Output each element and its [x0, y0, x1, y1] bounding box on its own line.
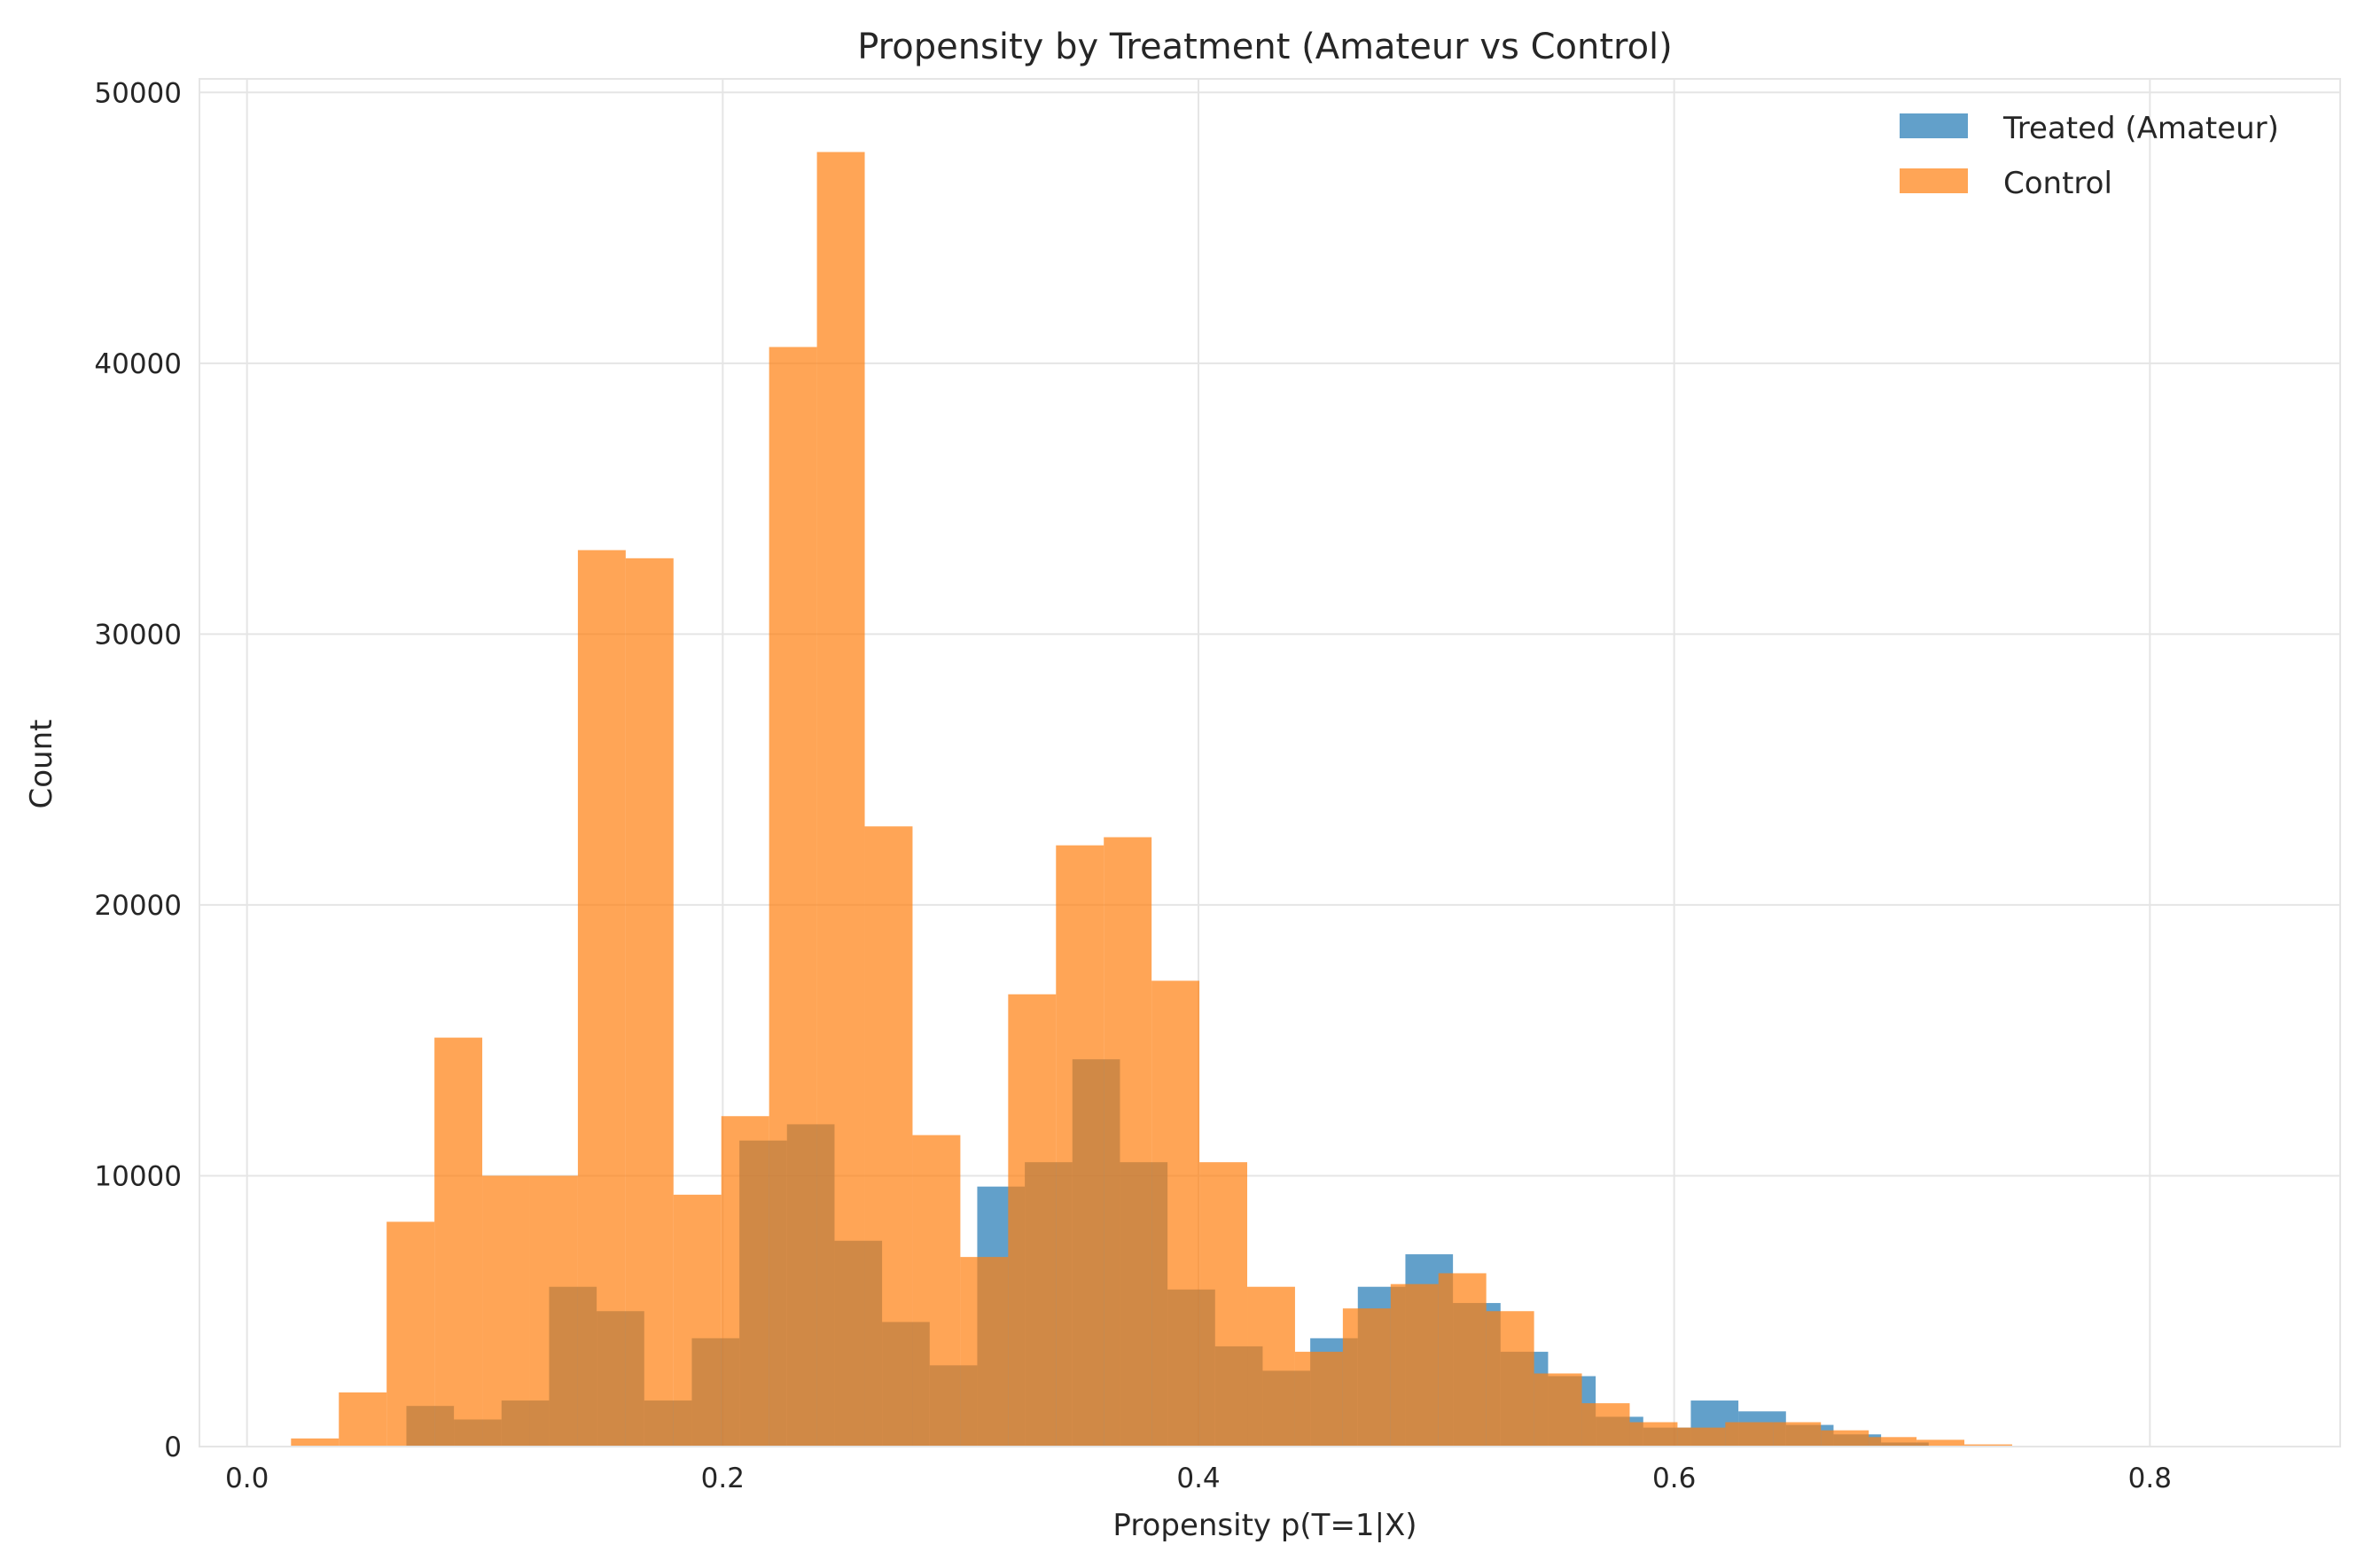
y-tick-label: 40000 [94, 348, 182, 380]
y-axis-label: Count [24, 720, 59, 809]
axes-frame [199, 78, 2341, 1447]
control-bar [1438, 1273, 1487, 1447]
legend-swatch-treated [1900, 113, 1968, 138]
control-bar [1199, 1162, 1248, 1447]
x-tick-label: 0.8 [2128, 1463, 2172, 1494]
x-tick-label: 0.0 [225, 1463, 269, 1494]
control-bar [1581, 1403, 1630, 1447]
control-bar [625, 558, 674, 1447]
control-bar [482, 1175, 530, 1447]
y-tick-label: 10000 [94, 1160, 182, 1192]
control-bar [1247, 1286, 1295, 1447]
plot-border [199, 78, 2341, 1447]
control-bar [291, 1438, 340, 1447]
control-bar [1056, 845, 1104, 1447]
control-bar [864, 826, 913, 1447]
control-bar [673, 1194, 722, 1447]
control-bar [1008, 994, 1057, 1447]
legend-label-treated: Treated (Amateur) [2002, 111, 2279, 146]
control-bar [816, 152, 865, 1447]
control-bar [386, 1221, 435, 1447]
control-bar [1294, 1352, 1343, 1447]
control-bar [434, 1037, 483, 1447]
x-axis-label: Propensity p(T=1|X) [1112, 1508, 1417, 1543]
control-bar [577, 550, 626, 1447]
control-bar [1390, 1283, 1439, 1447]
control-bar [769, 347, 817, 1447]
y-tick-label: 50000 [94, 77, 182, 109]
y-tick-label: 20000 [94, 890, 182, 922]
control-bar [912, 1135, 961, 1447]
y-tick-label: 0 [164, 1431, 182, 1463]
chart-title: Propensity by Treatment (Amateur vs Cont… [857, 27, 1673, 67]
control-bar [1677, 1427, 1726, 1447]
control-bar [1773, 1422, 1822, 1447]
control-bars [291, 152, 2012, 1447]
control-bar [529, 1175, 578, 1447]
control-bar [1821, 1430, 1869, 1447]
control-bar [1964, 1444, 2012, 1447]
legend: Treated (Amateur) Control [1900, 111, 2279, 201]
control-bar [1342, 1308, 1391, 1447]
control-bar [1916, 1439, 1965, 1447]
y-axis-ticks: 0 10000 20000 30000 40000 50000 [94, 77, 182, 1463]
control-bar [1869, 1437, 1917, 1447]
x-tick-label: 0.4 [1176, 1463, 1220, 1494]
x-tick-label: 0.2 [701, 1463, 745, 1494]
control-bar [1534, 1373, 1582, 1447]
legend-swatch-control [1900, 168, 1968, 193]
control-bar [1725, 1422, 1774, 1447]
control-bar [339, 1392, 387, 1447]
control-bar [960, 1257, 1009, 1447]
control-bar [1486, 1311, 1534, 1447]
y-tick-label: 30000 [94, 619, 182, 651]
control-bar [1629, 1422, 1678, 1447]
control-bar [1104, 837, 1152, 1447]
control-bar [721, 1116, 769, 1447]
x-tick-label: 0.6 [1652, 1463, 1696, 1494]
control-bar [1151, 980, 1200, 1447]
x-axis-ticks: 0.0 0.2 0.4 0.6 0.8 [225, 1463, 2172, 1494]
grid-lines [199, 79, 2340, 1447]
legend-label-control: Control [2003, 166, 2112, 201]
